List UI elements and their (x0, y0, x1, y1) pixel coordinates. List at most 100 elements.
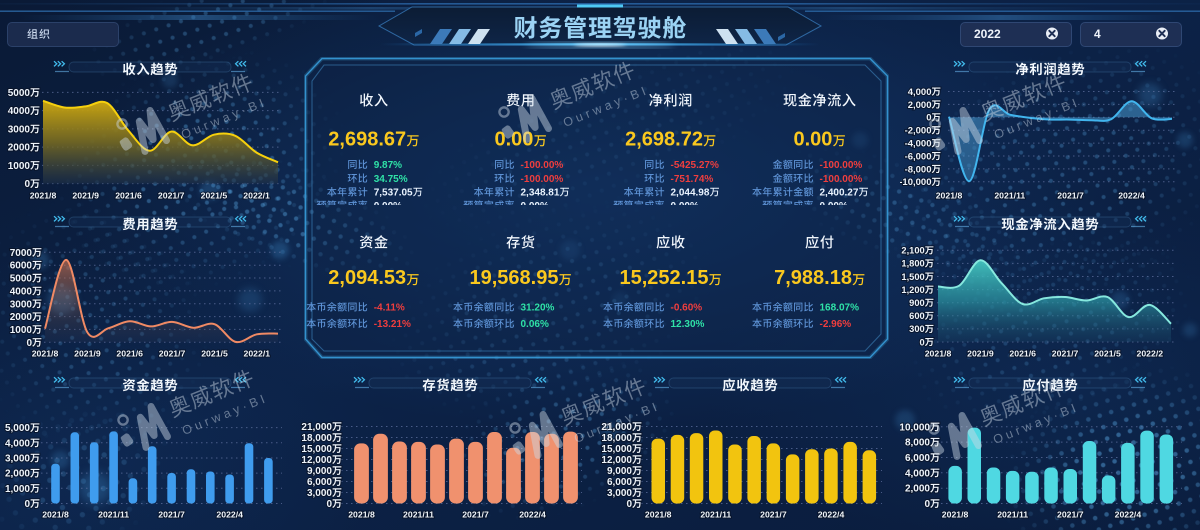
svg-text:0: 0 (924, 499, 930, 510)
svg-text:2021/11: 2021/11 (700, 510, 731, 520)
svg-text:12.30%: 12.30% (671, 319, 705, 330)
svg-text:-751.74%: -751.74% (671, 174, 714, 185)
svg-text:2021/11: 2021/11 (997, 510, 1028, 520)
svg-text:31.20%: 31.20% (521, 303, 555, 314)
svg-text:0: 0 (920, 337, 925, 347)
svg-text:2,100: 2,100 (901, 246, 924, 256)
svg-text:900: 900 (909, 298, 925, 308)
svg-text:10,000: 10,000 (900, 422, 930, 433)
svg-text:1,500: 1,500 (901, 272, 924, 282)
svg-text:-10,000: -10,000 (900, 177, 932, 188)
svg-text:-100.00%: -100.00% (820, 160, 863, 171)
svg-text:5,000: 5,000 (5, 423, 30, 434)
svg-text:21,000: 21,000 (601, 422, 632, 433)
svg-text:2021/11: 2021/11 (98, 510, 129, 520)
svg-text:-4,000: -4,000 (905, 139, 932, 150)
svg-text:6,000: 6,000 (905, 453, 930, 464)
svg-text:2021/8: 2021/8 (30, 191, 57, 201)
svg-text:0.00%: 0.00% (521, 201, 549, 212)
svg-text:2021/11: 2021/11 (994, 191, 1025, 201)
svg-text:-100.00%: -100.00% (820, 174, 863, 185)
svg-text:4: 4 (1094, 27, 1101, 41)
svg-text:2021/8: 2021/8 (925, 349, 952, 359)
svg-text:2,000: 2,000 (908, 100, 932, 111)
svg-text:1,200: 1,200 (901, 285, 924, 295)
svg-text:2021/8: 2021/8 (348, 510, 375, 520)
svg-text:2021/6: 2021/6 (1009, 349, 1036, 359)
svg-text:600: 600 (909, 311, 925, 321)
svg-text:2021/11: 2021/11 (403, 510, 434, 520)
svg-text:-5425.27%: -5425.27% (671, 160, 719, 171)
svg-text:0.00: 0.00 (495, 128, 534, 150)
svg-text:21,000: 21,000 (301, 422, 332, 433)
svg-text:2021/8: 2021/8 (936, 191, 963, 201)
svg-text:2021/6: 2021/6 (116, 349, 143, 359)
svg-text:2022/4: 2022/4 (519, 510, 546, 520)
svg-text:1000: 1000 (10, 325, 33, 336)
svg-text:-6,000: -6,000 (905, 151, 932, 162)
svg-text:9,000: 9,000 (607, 466, 632, 477)
svg-text:0: 0 (326, 499, 332, 510)
svg-text:2021/9: 2021/9 (74, 349, 101, 359)
svg-text:2021/8: 2021/8 (942, 510, 969, 520)
svg-text:2000: 2000 (10, 312, 33, 323)
svg-text:2021/7: 2021/7 (159, 349, 186, 359)
svg-text:2021/5: 2021/5 (1094, 349, 1121, 359)
svg-text:0: 0 (926, 113, 931, 124)
svg-text:2022/1: 2022/1 (243, 191, 270, 201)
svg-text:12,000: 12,000 (301, 455, 332, 466)
svg-text:1,000: 1,000 (5, 484, 30, 495)
svg-text:3,000: 3,000 (5, 454, 30, 465)
svg-text:2022/4: 2022/4 (1115, 510, 1142, 520)
svg-text:2021/5: 2021/5 (201, 191, 228, 201)
svg-text:6,000: 6,000 (307, 477, 332, 488)
svg-text:-2,000: -2,000 (905, 126, 932, 137)
svg-text:12,000: 12,000 (601, 455, 632, 466)
svg-text:0.06%: 0.06% (521, 319, 549, 330)
svg-text:-13.21%: -13.21% (374, 319, 411, 330)
svg-text:7,988.18: 7,988.18 (774, 267, 852, 289)
svg-text:8,000: 8,000 (905, 438, 930, 449)
svg-text:0: 0 (26, 338, 32, 349)
svg-text:2,698.72: 2,698.72 (625, 128, 703, 150)
svg-text:2021/7: 2021/7 (462, 510, 489, 520)
svg-text:19,568.95: 19,568.95 (470, 267, 559, 289)
svg-text:300: 300 (909, 324, 925, 334)
svg-text:3,000: 3,000 (607, 488, 632, 499)
svg-text:0.00%: 0.00% (820, 201, 848, 212)
svg-text:6,000: 6,000 (607, 477, 632, 488)
svg-text:0.00: 0.00 (794, 128, 833, 150)
svg-text:15,000: 15,000 (601, 444, 632, 455)
svg-text:4,000: 4,000 (5, 438, 30, 449)
svg-text:-100.00%: -100.00% (521, 174, 564, 185)
svg-text:2021/8: 2021/8 (42, 510, 69, 520)
svg-text:2022/4: 2022/4 (216, 510, 243, 520)
svg-text:2021/7: 2021/7 (158, 191, 185, 201)
svg-text:3000: 3000 (8, 125, 31, 136)
svg-text:-4.11%: -4.11% (374, 303, 405, 314)
svg-text:2021/5: 2021/5 (201, 349, 228, 359)
svg-text:2022/1: 2022/1 (244, 349, 271, 359)
svg-text:-0.60%: -0.60% (671, 303, 703, 314)
svg-text:4000: 4000 (10, 287, 33, 298)
svg-text:2021/6: 2021/6 (115, 191, 142, 201)
svg-text:7000: 7000 (10, 248, 33, 259)
svg-text:5000: 5000 (8, 88, 31, 99)
svg-text:2021/7: 2021/7 (1052, 349, 1079, 359)
svg-text:2,000: 2,000 (905, 484, 930, 495)
svg-text:2022: 2022 (974, 27, 1001, 41)
svg-text:1000: 1000 (8, 161, 31, 172)
svg-text:2021/8: 2021/8 (645, 510, 672, 520)
svg-text:0: 0 (626, 499, 632, 510)
svg-text:15,000: 15,000 (301, 444, 332, 455)
svg-text:2021/7: 2021/7 (1057, 510, 1084, 520)
svg-text:34.75%: 34.75% (374, 174, 408, 185)
svg-text:2022/2: 2022/2 (1137, 349, 1164, 359)
svg-text:2021/9: 2021/9 (967, 349, 994, 359)
svg-text:2,400.27: 2,400.27 (820, 188, 859, 199)
svg-text:0: 0 (24, 499, 30, 510)
svg-text:2021/7: 2021/7 (1057, 191, 1084, 201)
svg-text:0.00%: 0.00% (671, 201, 699, 212)
svg-text:-100.00%: -100.00% (521, 160, 564, 171)
svg-text:2021/7: 2021/7 (158, 510, 185, 520)
